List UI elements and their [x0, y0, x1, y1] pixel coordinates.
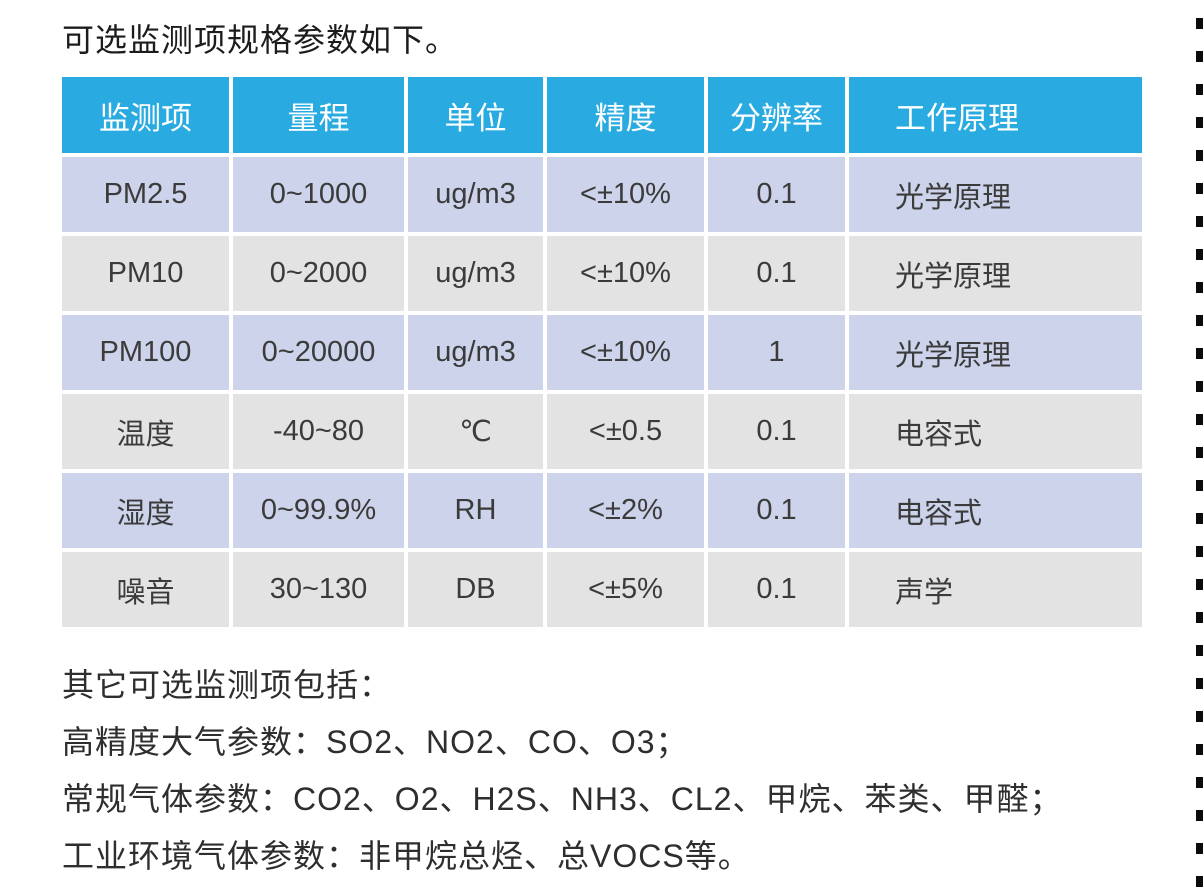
- header-cell-0: 监测项: [62, 77, 229, 153]
- table-cell: 0~2000: [233, 236, 404, 311]
- table-cell: 0.1: [708, 394, 845, 469]
- table-cell: PM100: [62, 315, 229, 390]
- table-cell: ug/m3: [408, 157, 543, 232]
- table-cell: 噪音: [62, 552, 229, 627]
- header-cell-1: 量程: [233, 77, 404, 153]
- table-cell: 0.1: [708, 473, 845, 548]
- table-cell: <±10%: [547, 315, 704, 390]
- table-cell: <±2%: [547, 473, 704, 548]
- table-cell: ug/m3: [408, 236, 543, 311]
- notes-line-0: 高精度大气参数：SO2、NO2、CO、O3；: [62, 724, 689, 760]
- table-cell: <±0.5: [547, 394, 704, 469]
- dashed-cut-line: [1196, 18, 1203, 888]
- table-cell: DB: [408, 552, 543, 627]
- table-cell: RH: [408, 473, 543, 548]
- header-cell-2: 单位: [408, 77, 543, 153]
- table-cell: <±10%: [547, 236, 704, 311]
- table-cell: 电容式: [849, 473, 1142, 548]
- header-cell-4: 分辨率: [708, 77, 845, 153]
- table-cell: <±10%: [547, 157, 704, 232]
- table-cell: ℃: [408, 394, 543, 469]
- table-cell: 电容式: [849, 394, 1142, 469]
- table-cell: 湿度: [62, 473, 229, 548]
- table-cell: 光学原理: [849, 315, 1142, 390]
- table-cell: 温度: [62, 394, 229, 469]
- table-cell: ug/m3: [408, 315, 543, 390]
- table-cell: PM10: [62, 236, 229, 311]
- table-cell: 0~99.9%: [233, 473, 404, 548]
- table-cell: 0~1000: [233, 157, 404, 232]
- table-cell: 0~20000: [233, 315, 404, 390]
- table-cell: 0.1: [708, 552, 845, 627]
- table-cell: <±5%: [547, 552, 704, 627]
- table-cell: 光学原理: [849, 157, 1142, 232]
- header-cell-3: 精度: [547, 77, 704, 153]
- table-cell: 声学: [849, 552, 1142, 627]
- table-cell: 1: [708, 315, 845, 390]
- spec-table: 监测项 量程 单位 精度 分辨率 工作原理 PM2.5 0~1000 ug/m3 <±10% 0.1…: [62, 77, 1142, 627]
- table-cell: PM2.5: [62, 157, 229, 232]
- notes-block: 其它可选监测项包括： 高精度大气参数：SO2、NO2、CO、O3； 常规气体参数：…: [62, 657, 1203, 885]
- table-cell: 0.1: [708, 236, 845, 311]
- table-cell: 0.1: [708, 157, 845, 232]
- notes-intro: 其它可选监测项包括：: [62, 667, 393, 703]
- table-cell: 光学原理: [849, 236, 1142, 311]
- header-cell-5: 工作原理: [849, 77, 1142, 153]
- notes-line-2: 工业环境气体参数：非甲烷总烃、总VOCS等。: [62, 838, 751, 874]
- table-cell: 30~130: [233, 552, 404, 627]
- table-cell: -40~80: [233, 394, 404, 469]
- page-title: 可选监测项规格参数如下。: [62, 22, 459, 58]
- notes-line-1: 常规气体参数：CO2、O2、H2S、NH3、CL2、甲烷、苯类、甲醛；: [62, 781, 1063, 817]
